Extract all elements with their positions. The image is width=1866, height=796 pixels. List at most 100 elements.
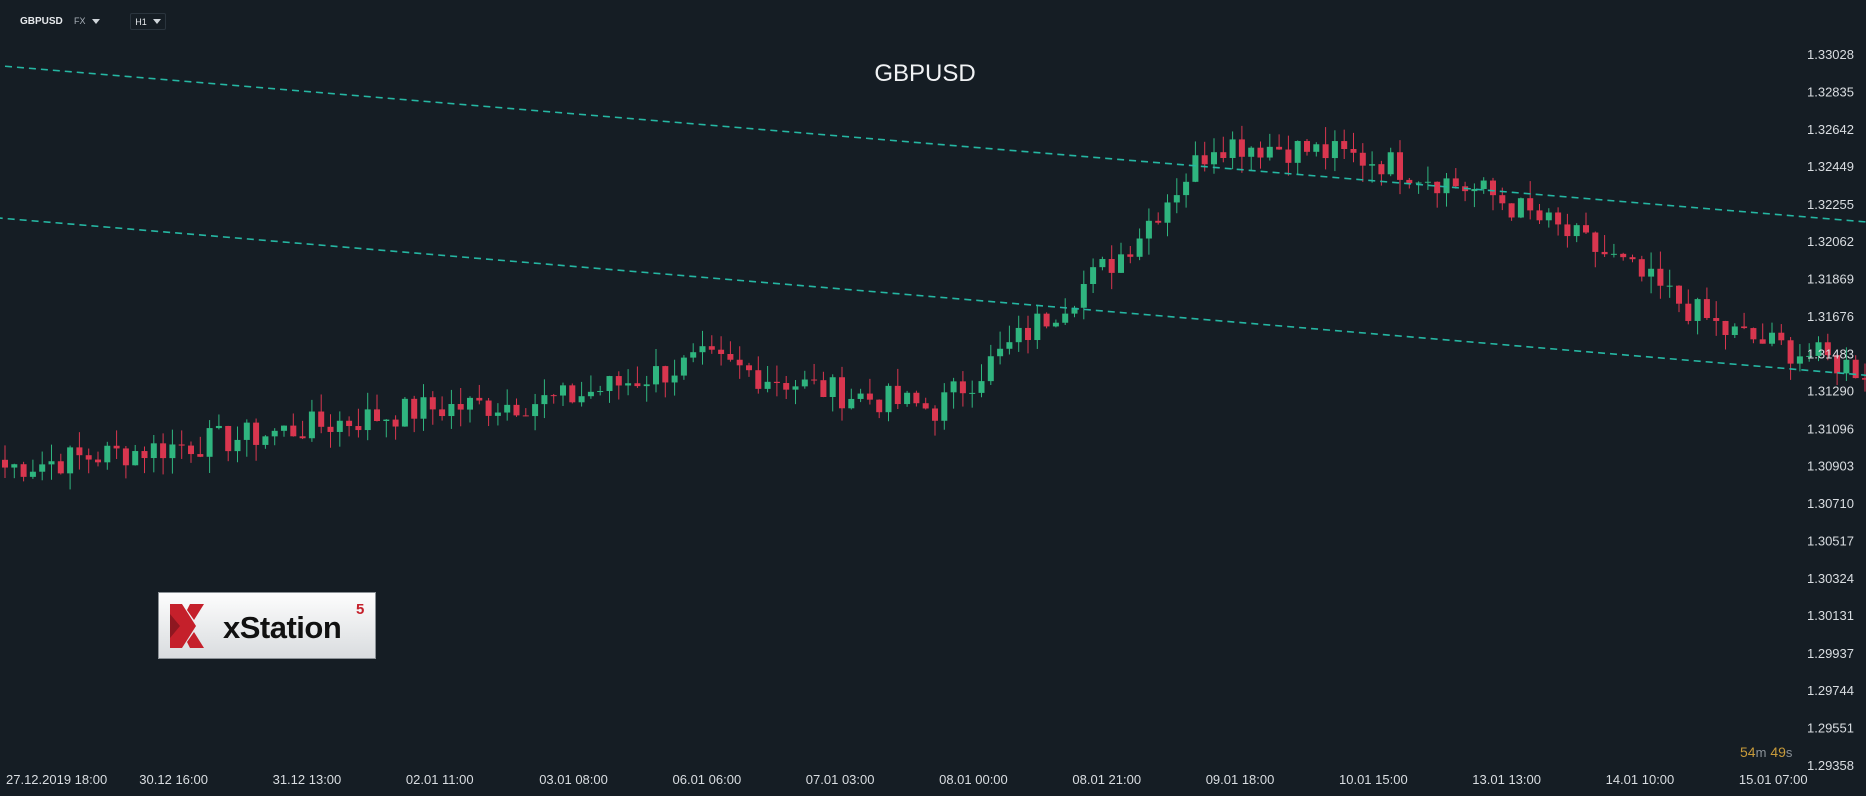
time-tick-label: 09.01 18:00 [1206,772,1275,787]
candle-body [206,428,213,457]
candle-body [1545,212,1552,221]
time-tick-label: 13.01 13:00 [1472,772,1541,787]
candle-body [1285,149,1292,163]
candle-body [866,393,873,400]
candle-body [76,447,83,456]
candle-body [699,346,706,353]
candle-body [569,385,576,403]
candle-body [532,404,539,417]
candle-body [1517,198,1524,218]
price-tick-label: 1.32449 [1807,159,1854,174]
candle-body [708,346,715,350]
xstation-x-icon [170,604,204,648]
candle-body [178,444,185,446]
channel-lower-line [0,217,1866,377]
candle-body [234,439,241,452]
candle-body [820,380,827,398]
candle-body [1192,155,1199,182]
xstation-logo: xStation 5 [158,592,376,659]
candle-body [1490,180,1496,196]
candle-body [11,464,18,468]
candle-body [894,385,901,405]
price-tick-label: 1.32255 [1807,197,1854,212]
candles-layer [2,125,1866,490]
candle-body [225,425,232,452]
candle-body [969,392,976,394]
candle-body [1397,152,1403,180]
candle-body [1266,146,1273,158]
candle-body [1852,359,1859,379]
price-tick-label: 1.30903 [1807,459,1854,474]
candle-body [959,381,966,394]
candle-body [1025,327,1031,341]
candle-body [1759,339,1766,344]
candle-body [48,461,55,465]
candle-body [941,392,948,421]
chart-title: GBPUSD [874,60,976,87]
price-tick-label: 1.32642 [1807,122,1854,137]
candle-body [1359,152,1366,166]
candle-body [615,376,622,386]
price-tick-label: 1.32835 [1807,84,1854,99]
candle-body [150,443,157,459]
market-label: FX [74,16,86,26]
price-tick-label: 1.31676 [1807,309,1854,324]
candle-body [839,377,845,409]
candle-body [160,443,167,459]
price-tick-label: 1.30517 [1807,533,1854,548]
candle-body [1043,313,1050,327]
time-tick-label: 08.01 21:00 [1072,772,1141,787]
timeframe-label: H1 [135,16,147,27]
timeframe-selector[interactable]: H1 [130,13,166,30]
candle-body [364,409,371,431]
price-tick-label: 1.31290 [1807,384,1854,399]
candle-body [392,419,399,427]
price-tick-label: 1.31869 [1807,272,1854,287]
candle-body [1703,299,1710,319]
candle-body [1676,285,1682,304]
candle-body [597,391,604,393]
symbol-selector[interactable]: GBPUSD [20,16,63,27]
candle-body [1257,147,1264,158]
candle-body [783,383,790,390]
candle-body [1229,139,1236,158]
candle-body [885,385,892,413]
logo-version: 5 [356,601,365,618]
time-tick-label: 15.01 07:00 [1739,772,1808,787]
time-tick-label: 14.01 10:00 [1606,772,1675,787]
candle-body [355,426,362,431]
time-tick-label: 06.01 06:00 [673,772,742,787]
candle-body [997,348,1004,357]
candle-body [281,425,287,431]
candle-body [411,398,418,419]
price-tick-label: 1.30131 [1807,608,1854,623]
candle-body [1406,179,1413,184]
candle-body [1452,178,1459,187]
candle-body [1610,253,1617,255]
candle-body [85,455,92,460]
price-tick-label: 1.31096 [1807,421,1854,436]
candle-body [1062,313,1069,323]
candle-body [336,420,343,432]
candle-body [1424,181,1431,183]
time-tick-label: 30.12 16:00 [139,772,208,787]
candle-body [494,412,501,416]
price-tick-label: 1.29551 [1807,721,1854,736]
candle-body [792,386,799,390]
candle-body [1843,359,1850,374]
market-selector[interactable]: FX [74,16,100,26]
candle-body [1620,253,1627,258]
candle-body [1387,152,1394,175]
logo-brand: xStation [223,610,342,645]
candle-body [1499,195,1506,204]
candle-body [467,397,473,410]
candle-body [1824,342,1831,356]
candle-body [188,445,194,455]
candle-body [1369,164,1376,166]
candle-body [1211,152,1217,165]
candle-body [132,451,139,466]
candle-body [95,459,101,463]
candle-body [718,349,725,355]
candle-body [1806,355,1813,357]
